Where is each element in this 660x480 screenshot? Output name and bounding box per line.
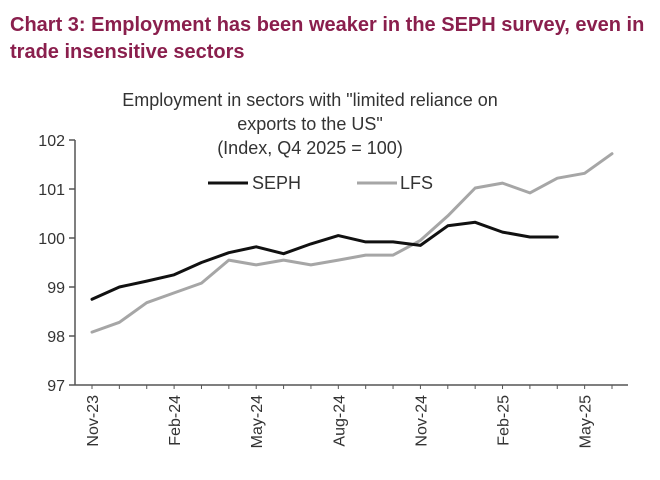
x-tick-label: Feb-24 <box>167 395 184 446</box>
y-tick-label: 99 <box>47 280 65 297</box>
x-tick-label: May-24 <box>249 395 266 448</box>
chart-axes: 97 98 99 100 101 102 Nov-23 Feb-24 May-24 Aug-24 N… <box>38 133 628 448</box>
y-tick-label: 101 <box>38 182 65 199</box>
x-tick-label: Feb-25 <box>496 395 513 446</box>
chart-title-line-1: Employment in sectors with "limited reli… <box>122 90 498 110</box>
chart-title-line-3: (Index, Q4 2025 = 100) <box>217 138 403 158</box>
y-tick-label: 102 <box>38 133 65 150</box>
legend-label-seph: SEPH <box>252 173 301 193</box>
x-tick-label: Aug-24 <box>331 395 348 447</box>
x-tick-label: Nov-24 <box>413 395 430 447</box>
series-line-lfs <box>90 152 614 334</box>
chart-title-line-2: exports to the US" <box>237 114 383 134</box>
legend-label-lfs: LFS <box>400 173 433 193</box>
x-tick-label: Nov-23 <box>85 395 102 447</box>
chart-title: Employment in sectors with "limited reli… <box>90 88 530 160</box>
x-tick-label: May-25 <box>578 395 595 448</box>
chart-legend: SEPH LFS <box>208 173 433 193</box>
y-tick-label: 98 <box>47 329 65 346</box>
y-tick-label: 100 <box>38 231 65 248</box>
chart-header-title: Chart 3: Employment has been weaker in t… <box>10 14 645 63</box>
series-line-seph <box>90 220 559 301</box>
chart-series <box>90 152 614 334</box>
y-tick-label: 97 <box>47 378 65 395</box>
